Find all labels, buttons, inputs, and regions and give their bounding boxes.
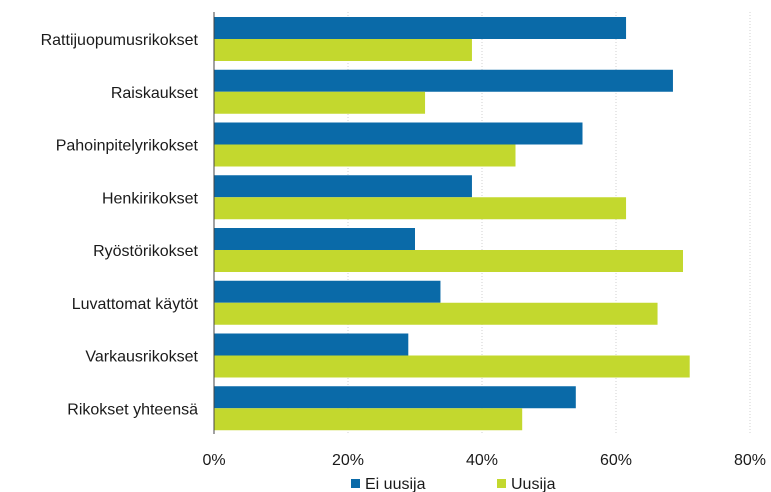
category-label: Rikokset yhteensä: [67, 401, 198, 418]
x-tick-label: 20%: [332, 452, 364, 469]
category-label: Henkirikokset: [102, 190, 199, 207]
bar-uusija: [214, 355, 690, 378]
bar-uusija: [214, 408, 523, 431]
category-label: Raiskaukset: [111, 85, 199, 102]
x-tick-labels: 0% 20% 40% 60% 80%: [202, 452, 766, 469]
category-label: Luvattomat käytöt: [72, 296, 199, 313]
category-labels: Rattijuopumusrikokset Raiskaukset Pahoinpi…: [41, 32, 199, 418]
legend-swatch: [497, 479, 506, 488]
bar-ei-uusija: [214, 69, 673, 92]
category-label: Pahoinpitelyrikokset: [56, 138, 199, 155]
category-label: Varkausrikokset: [85, 349, 198, 366]
bar-uusija: [214, 197, 627, 220]
legend-swatch: [351, 479, 360, 488]
bar-uusija: [214, 91, 426, 114]
legend-label: Uusija: [511, 476, 556, 492]
category-label: Rattijuopumusrikokset: [41, 32, 199, 49]
bar-ei-uusija: [214, 280, 441, 303]
x-tick-label: 40%: [466, 452, 498, 469]
bar-ei-uusija: [214, 122, 583, 145]
bar-uusija: [214, 39, 472, 61]
bars: [214, 17, 690, 431]
x-tick-label: 60%: [600, 452, 632, 469]
category-label: Ryöstörikokset: [93, 243, 198, 260]
bar-uusija: [214, 250, 683, 272]
bar-uusija: [214, 144, 516, 167]
legend-label: Ei uusija: [365, 476, 426, 492]
bar-ei-uusija: [214, 386, 576, 409]
bar-ei-uusija: [214, 333, 409, 356]
bar-ei-uusija: [214, 228, 415, 250]
bar-ei-uusija: [214, 17, 627, 39]
x-tick-label: 0%: [202, 452, 225, 469]
bar-uusija: [214, 302, 658, 325]
x-tick-label: 80%: [734, 452, 766, 469]
bar-ei-uusija: [214, 175, 472, 198]
legend: Ei uusija Uusija: [351, 476, 556, 492]
